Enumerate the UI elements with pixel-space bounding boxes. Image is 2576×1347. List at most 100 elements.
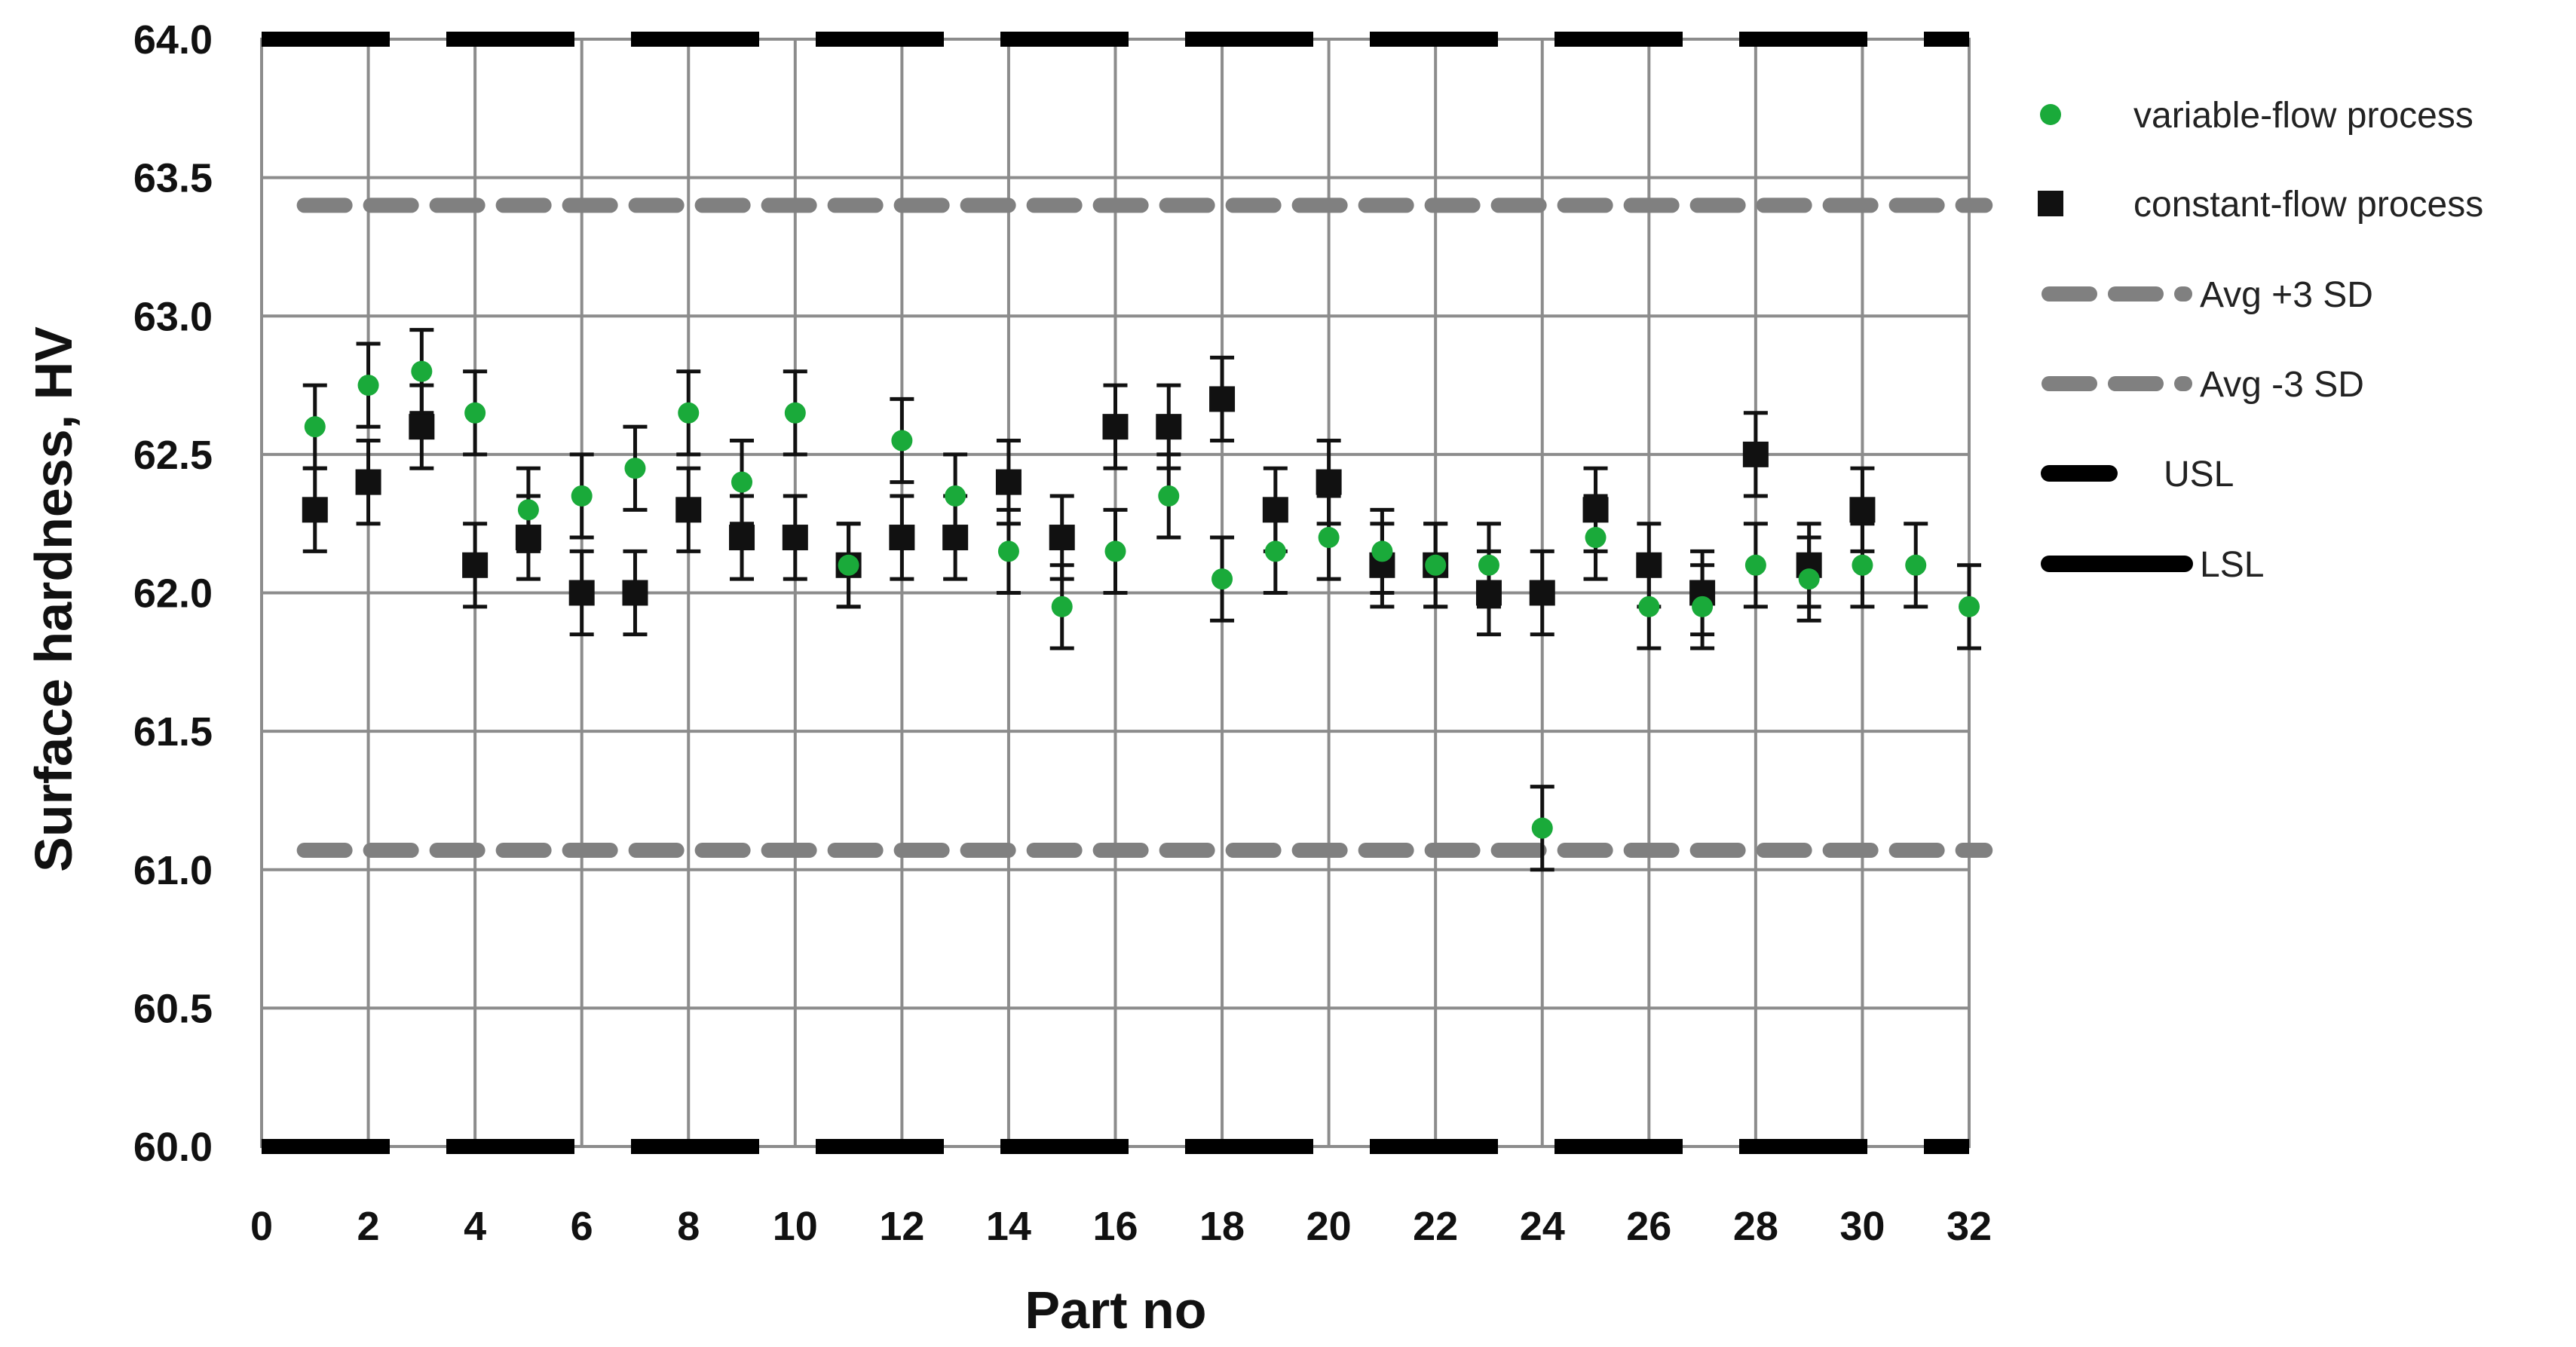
x-tick-label: 32	[1947, 1204, 1992, 1249]
x-tick-labels: 0 2 4 6 8 10 12 14 16 18 20 22 24 26 28 30 32	[250, 1204, 1992, 1249]
x-tick-label: 0	[250, 1204, 273, 1249]
data-point-square	[1582, 497, 1609, 523]
data-point-square	[1742, 441, 1769, 467]
x-axis-title: Part no	[1025, 1281, 1206, 1339]
legend-marker-circle	[2040, 104, 2061, 125]
data-point-square	[1209, 386, 1236, 412]
y-tick-label: 63.5	[133, 156, 213, 201]
data-point-circle	[464, 402, 486, 424]
error-bars	[302, 328, 1981, 872]
x-tick-label: 2	[357, 1204, 380, 1249]
data-point-circle	[1798, 568, 1820, 590]
data-point-circle	[1051, 595, 1073, 617]
data-point-circle	[784, 402, 806, 424]
legend-label: variable-flow process	[2133, 96, 2473, 136]
data-point-square	[995, 469, 1022, 495]
y-tick-label: 60.0	[133, 1125, 213, 1170]
x-tick-label: 6	[571, 1204, 593, 1249]
data-point-square	[729, 525, 755, 551]
x-tick-label: 12	[879, 1204, 924, 1249]
data-point-square	[782, 525, 808, 551]
x-tick-label: 24	[1520, 1204, 1565, 1249]
data-point-square	[1475, 580, 1502, 606]
data-point-square	[302, 497, 328, 523]
x-tick-label: 18	[1199, 1204, 1245, 1249]
data-point-square	[1636, 552, 1662, 578]
data-point-square	[1262, 497, 1288, 523]
data-point-circle	[1905, 554, 1927, 576]
data-point-circle	[1692, 595, 1714, 617]
data-point-square	[1049, 525, 1075, 551]
data-point-square	[889, 525, 915, 551]
data-point-square	[1156, 414, 1182, 440]
data-point-circle	[1371, 540, 1393, 562]
y-tick-label: 63.0	[133, 294, 213, 339]
data-point-square	[568, 580, 595, 606]
x-tick-label: 28	[1733, 1204, 1778, 1249]
data-point-circle	[1478, 554, 1499, 576]
data-point-square	[622, 580, 648, 606]
data-point-circle	[731, 471, 753, 493]
data-point-circle	[1959, 595, 1980, 617]
data-point-circle	[1158, 485, 1180, 507]
data-point-circle	[517, 499, 539, 521]
data-point-circle	[1211, 568, 1233, 590]
y-tick-label: 62.0	[133, 571, 213, 617]
data-point-circle	[1104, 540, 1126, 562]
data-point-square	[942, 525, 969, 551]
data-point-square	[1102, 414, 1129, 440]
y-tick-label: 61.0	[133, 848, 213, 893]
y-axis-title: Surface hardness, HV	[24, 326, 83, 872]
x-tick-label: 20	[1306, 1204, 1352, 1249]
data-point-circle	[997, 540, 1019, 562]
data-point-circle	[1638, 595, 1660, 617]
data-point-circle	[571, 485, 593, 507]
data-point-square	[1849, 497, 1876, 523]
data-points	[302, 360, 1980, 839]
y-tick-label: 64.0	[133, 17, 213, 63]
legend-label: Avg +3 SD	[2200, 275, 2373, 315]
y-tick-labels: 60.0 60.5 61.0 61.5 62.0 62.5 63.0 63.5 64.0	[133, 17, 213, 1170]
data-point-square	[462, 552, 489, 578]
legend-label: Avg -3 SD	[2200, 365, 2364, 405]
x-tick-label: 22	[1413, 1204, 1458, 1249]
data-point-circle	[1264, 540, 1286, 562]
data-point-square	[515, 525, 541, 551]
x-tick-label: 10	[773, 1204, 818, 1249]
x-tick-label: 26	[1626, 1204, 1671, 1249]
data-point-circle	[304, 416, 326, 438]
data-point-circle	[1744, 554, 1766, 576]
data-point-circle	[1531, 817, 1553, 839]
y-tick-label: 60.5	[133, 986, 213, 1031]
legend: variable-flow process constant-flow proce…	[2038, 96, 2483, 585]
data-point-circle	[357, 375, 379, 396]
data-point-square	[1529, 580, 1555, 606]
data-point-circle	[1852, 554, 1873, 576]
data-point-circle	[411, 360, 433, 382]
x-tick-label: 16	[1092, 1204, 1138, 1249]
x-tick-label: 30	[1839, 1204, 1885, 1249]
data-point-square	[355, 469, 381, 495]
legend-label: constant-flow process	[2133, 185, 2483, 225]
legend-label: USL	[2164, 455, 2234, 494]
y-tick-label: 61.5	[133, 709, 213, 755]
data-point-circle	[624, 458, 646, 479]
x-tick-label: 4	[464, 1204, 486, 1249]
data-point-square	[409, 414, 435, 440]
data-point-circle	[945, 485, 966, 507]
data-point-circle	[838, 554, 859, 576]
data-point-circle	[891, 430, 913, 452]
data-point-circle	[1585, 527, 1607, 549]
reference-lines	[262, 32, 1993, 1154]
data-point-circle	[1318, 527, 1340, 549]
data-point-circle	[1425, 554, 1447, 576]
data-point-square	[675, 497, 702, 523]
x-tick-label: 8	[677, 1204, 700, 1249]
data-point-square	[1316, 469, 1342, 495]
data-point-circle	[678, 402, 700, 424]
legend-label: LSL	[2200, 545, 2264, 585]
legend-marker-square	[2038, 191, 2063, 216]
x-tick-label: 14	[986, 1204, 1031, 1249]
y-tick-label: 62.5	[133, 433, 213, 478]
